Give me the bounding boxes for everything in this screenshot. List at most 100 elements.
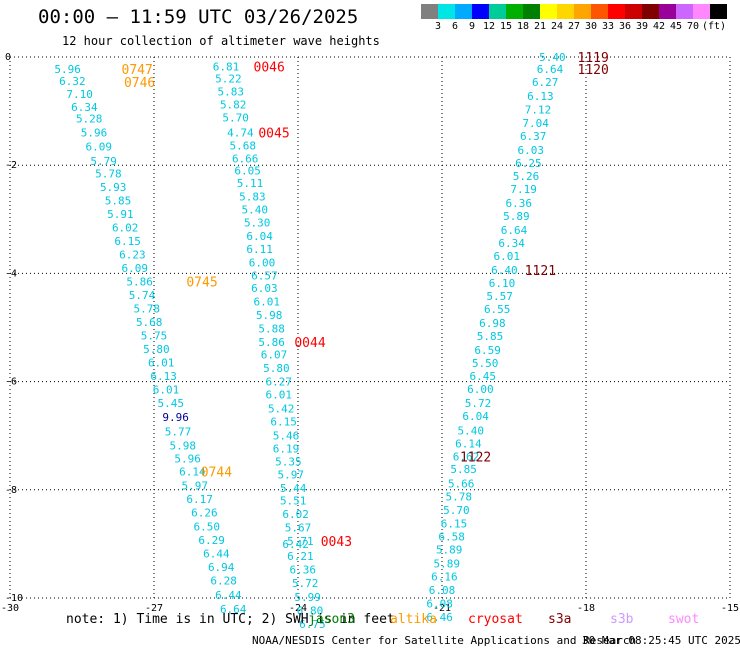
wave-height-value: 9.96 (162, 411, 189, 424)
wave-height-value: 6.16 (431, 570, 458, 583)
color-legend: 3 6 9 12 15 18 21 24 27 30 33 36 39 42 45 70 (ft) (421, 4, 727, 32)
pass-time-label: 1119 (578, 51, 609, 66)
wave-height-value: 5.44 (280, 482, 307, 495)
wave-height-value: 6.26 (191, 507, 218, 520)
satellite-label-s3a: s3a (548, 612, 572, 627)
wave-height-value: 6.02 (282, 508, 309, 521)
wave-height-value: 6.05 (234, 165, 261, 178)
legend-swatch (489, 4, 506, 19)
wave-height-value: 6.45 (470, 370, 497, 383)
y-tick-label: -6 (5, 377, 17, 388)
wave-height-value: 5.98 (170, 439, 197, 452)
legend-swatch (455, 4, 472, 19)
wave-height-value: 6.15 (441, 517, 468, 530)
wave-height-value: 6.32 (59, 75, 86, 88)
legend-swatch (557, 4, 574, 19)
x-tick-label: -18 (577, 603, 595, 614)
wave-height-value: 6.75 (299, 618, 326, 631)
pass-time-label: 1121 (525, 264, 556, 279)
wave-height-value: 7.19 (510, 183, 537, 196)
legend-swatch (506, 4, 523, 19)
wave-height-value: 5.96 (81, 127, 108, 140)
wave-height-value: 5.80 (263, 362, 290, 375)
x-tick-label: -30 (1, 603, 19, 614)
wave-height-value: 5.11 (237, 177, 264, 190)
wave-height-value: 5.77 (165, 425, 192, 438)
wave-height-value: 5.68 (136, 316, 163, 329)
wave-height-value: 5.80 (143, 343, 170, 356)
legend-labels: 3 6 9 12 15 18 21 24 27 30 33 36 39 42 45 70 (ft) (421, 21, 740, 35)
wave-height-value: 6.29 (198, 534, 225, 547)
wave-height-value: 6.04 (246, 230, 273, 243)
wave-height-value: 6.27 (532, 76, 559, 89)
wave-height-value: 6.03 (251, 282, 278, 295)
wave-height-value: 5.82 (220, 99, 247, 112)
pass-time-label: 0745 (186, 276, 217, 291)
satellite-label-altika: altika (390, 612, 437, 627)
wave-height-value: 6.13 (527, 90, 554, 103)
wave-height-value: 6.55 (484, 303, 511, 316)
wave-height-value: 5.78 (134, 303, 161, 316)
wave-height-value: 6.80 (297, 604, 324, 617)
wave-height-value: 6.15 (114, 235, 141, 248)
page-title: 00:00 — 11:59 UTC 03/26/2025 (38, 6, 359, 28)
wave-height-value: 7.10 (66, 88, 93, 101)
wave-height-value: 5.89 (434, 557, 461, 570)
wave-height-value: 6.34 (71, 101, 98, 114)
wave-height-value: 5.74 (129, 289, 156, 302)
wave-height-value: 6.00 (249, 257, 276, 270)
legend-swatch (574, 4, 591, 19)
wave-height-value: 6.98 (479, 317, 506, 330)
wave-height-value: 5.35 (275, 456, 302, 469)
legend-swatch (591, 4, 608, 19)
wave-height-value: 6.62 (453, 450, 480, 463)
wave-height-value: 5.83 (239, 191, 266, 204)
wave-height-value: 5.98 (256, 309, 283, 322)
legend-swatch (625, 4, 642, 19)
x-tick-label: -15 (721, 603, 739, 614)
wave-height-value: 6.15 (270, 416, 297, 429)
wave-height-value: 5.40 (458, 424, 485, 437)
wave-height-value: 6.94 (208, 561, 235, 574)
wave-height-value: 6.21 (287, 550, 314, 563)
wave-height-value: 5.72 (292, 577, 319, 590)
legend-swatch (438, 4, 455, 19)
wave-height-value: 6.08 (426, 597, 453, 610)
wave-height-value: 5.46 (273, 430, 300, 443)
wave-height-value: 6.25 (515, 157, 542, 170)
pass-time-label: 0747 (122, 63, 153, 78)
pass-time-label: 0046 (254, 61, 285, 76)
wave-height-value: 6.64 (501, 224, 528, 237)
legend-swatch (472, 4, 489, 19)
pass-time-label: 0043 (321, 535, 352, 550)
wave-height-value: 5.79 (90, 155, 117, 168)
wave-height-value: 5.83 (218, 86, 245, 99)
pass-time-label: 0044 (294, 336, 325, 351)
legend-label: 42 (652, 21, 666, 32)
x-tick-label: -24 (289, 603, 307, 614)
wave-height-value: 5.85 (477, 330, 504, 343)
wave-height-value: 5.89 (503, 210, 530, 223)
pass-time-label: 0045 (258, 127, 289, 142)
wave-height-value: 5.68 (230, 140, 257, 153)
legend-swatch (659, 4, 676, 19)
legend-swatch (523, 4, 540, 19)
wave-height-value: 6.09 (122, 262, 149, 275)
wave-height-value: 6.00 (467, 383, 494, 396)
page-subtitle: 12 hour collection of altimeter wave hei… (62, 34, 380, 48)
wave-height-value: 6.46 (426, 611, 453, 624)
wave-height-value: 6.28 (210, 575, 237, 588)
satellite-label-s3b: s3b (610, 612, 634, 627)
wave-height-value: 4.74 (227, 127, 254, 140)
legend-label: 70 (686, 21, 700, 32)
y-tick-label: -4 (5, 268, 17, 279)
legend-swatch (540, 4, 557, 19)
wave-height-value: 5.85 (105, 194, 132, 207)
legend-label: 15 (499, 21, 513, 32)
legend-swatch (693, 4, 710, 19)
wave-height-value: 6.14 (179, 465, 206, 478)
legend-label: 3 (434, 21, 442, 32)
legend-swatch (608, 4, 625, 19)
wave-height-value: 5.42 (268, 403, 295, 416)
wave-height-value: 6.57 (251, 270, 278, 283)
